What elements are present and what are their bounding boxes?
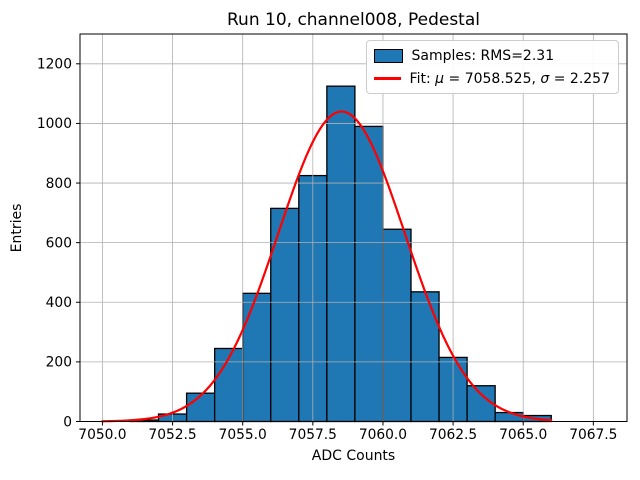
y-tick-label: 1200: [37, 57, 72, 73]
fit-sigma-value: = 2.257: [549, 70, 610, 87]
samples-swatch-icon: [373, 48, 403, 63]
chart-title: Run 10, channel008, Pedestal: [227, 10, 480, 30]
x-axis-label: ADC Counts: [311, 448, 396, 464]
x-tick-label: 7055.0: [219, 427, 267, 443]
legend-entry-samples: Samples: RMS=2.31: [373, 46, 610, 65]
fit-sigma-symbol: σ: [540, 70, 550, 87]
histogram-bar: [326, 85, 356, 423]
histogram-bar: [185, 392, 216, 423]
samples-legend-label: Samples: RMS=2.31: [411, 47, 555, 64]
x-tick-label: 7060.0: [359, 427, 407, 443]
x-tick-label: 7065.0: [499, 427, 547, 443]
histogram-bar: [410, 291, 440, 423]
fit-mu-value: = 7058.525,: [444, 70, 541, 87]
y-tick-label: 0: [63, 414, 72, 430]
y-tick-label: 800: [46, 176, 72, 192]
x-tick-label: 7067.5: [569, 427, 617, 443]
y-tick-label: 600: [46, 235, 72, 251]
histogram-bar: [494, 411, 524, 423]
y-axis-label: Entries: [9, 203, 25, 253]
x-tick-label: 7057.5: [289, 427, 337, 443]
x-tick-label: 7052.5: [148, 427, 196, 443]
y-tick-label: 400: [46, 295, 72, 311]
y-tick-label: 1000: [37, 116, 72, 132]
histogram-bar: [466, 385, 496, 423]
histogram-bar: [242, 292, 272, 423]
x-tick-label: 7062.5: [429, 427, 477, 443]
histogram-bar: [382, 228, 412, 423]
legend-entry-fit: Fit: μ = 7058.525, σ = 2.257: [373, 69, 610, 88]
fit-legend-label: Fit: μ = 7058.525, σ = 2.257: [410, 71, 610, 87]
fit-label-prefix: Fit:: [409, 70, 436, 87]
fit-line-swatch-icon: [373, 77, 401, 80]
histogram-bar: [354, 125, 384, 423]
gaussian-fit-curve: [101, 110, 553, 423]
legend: Samples: RMS=2.31 Fit: μ = 7058.525, σ =…: [365, 40, 619, 94]
x-tick-label: 7050.0: [78, 427, 126, 443]
y-tick-label: 200: [46, 355, 72, 371]
axes-spines: [79, 33, 628, 422]
fit-mu-symbol: μ: [435, 70, 445, 87]
